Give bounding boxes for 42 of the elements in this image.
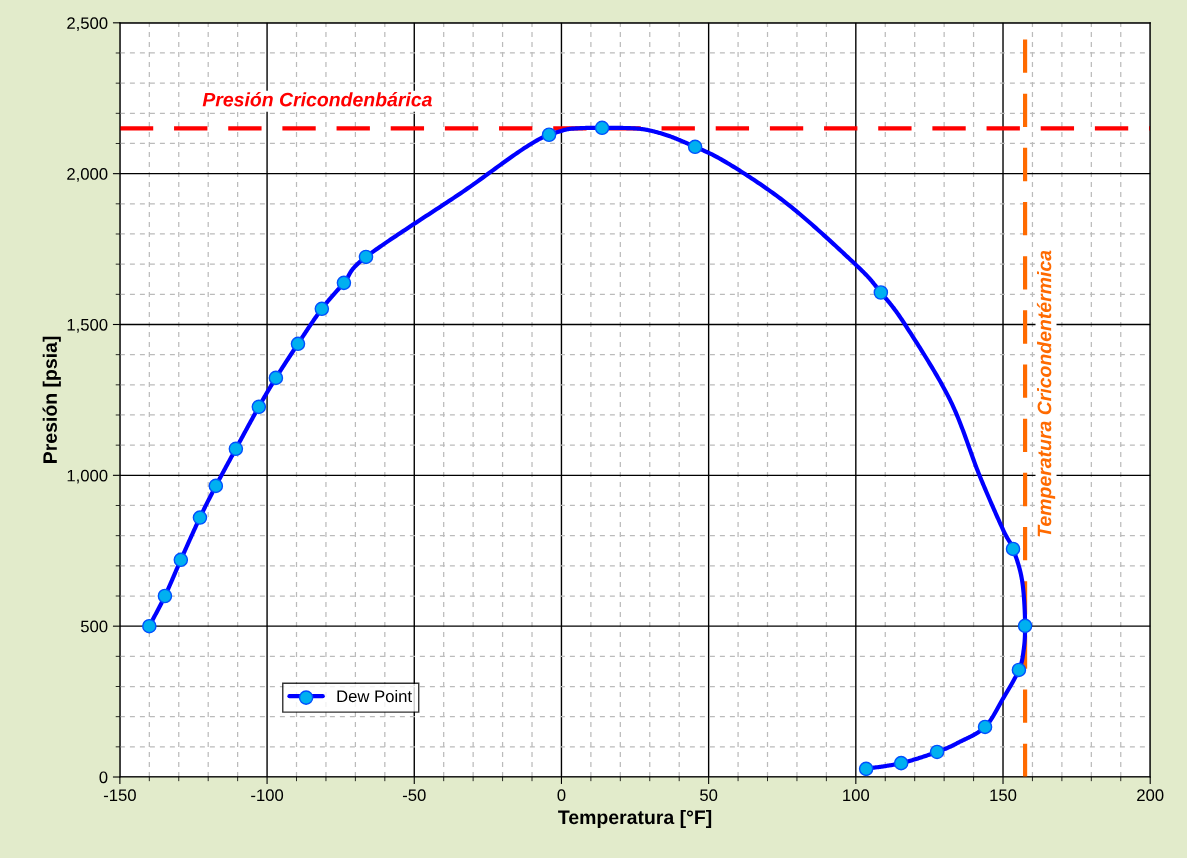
point — [929, 744, 945, 760]
point — [687, 139, 703, 155]
point — [314, 301, 330, 317]
point — [541, 127, 557, 143]
point — [594, 120, 610, 136]
point — [336, 275, 352, 291]
point — [268, 370, 284, 386]
ref-line-label: Presión Cricondenbárica — [202, 92, 432, 107]
point — [858, 761, 874, 777]
x-tick-label: -150 — [103, 789, 136, 802]
point — [893, 755, 909, 771]
x-tick-label: -50 — [402, 789, 426, 802]
x-tick-label: 200 — [1137, 789, 1164, 802]
point — [977, 719, 993, 735]
point — [1017, 618, 1033, 634]
point — [1011, 662, 1027, 678]
x-tick-label: 150 — [990, 789, 1017, 802]
point — [173, 552, 189, 568]
legend-label: Dew Point — [337, 689, 412, 703]
x-tick-label: 100 — [843, 789, 870, 802]
point — [228, 441, 244, 457]
y-tick-label: 0 — [99, 771, 108, 784]
x-axis-title: Temperatura [°F] — [558, 809, 712, 829]
point — [142, 618, 157, 634]
point — [192, 510, 208, 525]
x-tick-label: 0 — [557, 789, 566, 802]
point — [873, 285, 889, 300]
x-tick-label: 50 — [700, 789, 718, 802]
y-axis-title: Presión [psia] — [42, 336, 61, 463]
point — [358, 249, 374, 265]
point — [290, 336, 306, 352]
y-tick-label: 1,500 — [67, 318, 108, 333]
x-tick-label: -100 — [251, 789, 284, 802]
point — [157, 588, 173, 604]
y-tick-label: 2,000 — [67, 168, 108, 182]
y-tick-label: 500 — [80, 620, 108, 633]
ref-line-label: Temperatura Cricondentérmica — [1036, 250, 1056, 537]
point — [208, 478, 224, 494]
point — [251, 399, 267, 415]
y-tick-label: 1,000 — [67, 469, 108, 484]
point — [1005, 541, 1021, 557]
y-tick-label: 2,500 — [67, 17, 108, 31]
